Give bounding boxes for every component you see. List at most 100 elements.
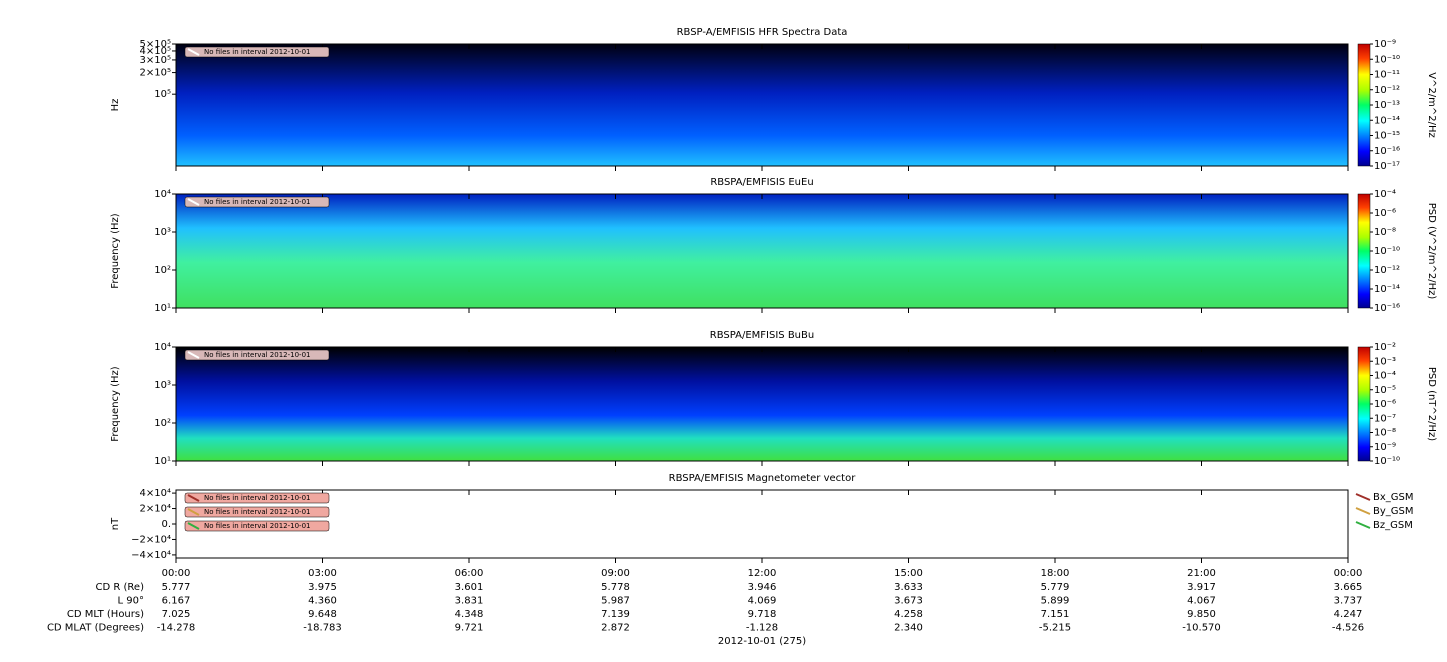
notice-icon [187, 508, 200, 516]
ephemeris-value: 2.872 [601, 623, 630, 634]
ephemeris-value: 3.633 [894, 582, 923, 593]
ephemeris-value: 3.975 [308, 582, 337, 593]
legend-label: Bz_GSM [1373, 520, 1413, 531]
y-tick-label: −2×10⁴ [131, 534, 171, 545]
colorbar-tick-label: 10⁻¹⁶ [1374, 303, 1400, 314]
ephemeris-value: 6.167 [162, 596, 191, 607]
colorbar-tick-label: 10⁻¹³ [1374, 100, 1400, 111]
colorbar-tick-label: 10⁻⁹ [1374, 39, 1396, 50]
colorbar-tick-label: 10⁻⁴ [1374, 371, 1396, 382]
notice-icon [187, 494, 200, 502]
ephemeris-value: -14.278 [157, 623, 196, 634]
y-tick-label: 10³ [154, 227, 171, 238]
y-tick-label: 10³ [154, 380, 171, 391]
y-tick-label: 4×10⁴ [140, 488, 171, 499]
ephemeris-value: 7.151 [1041, 609, 1070, 620]
ephemeris-value: 3.665 [1334, 582, 1363, 593]
ephemeris-value: 3.601 [455, 582, 484, 593]
ephemeris-value: 3.946 [748, 582, 777, 593]
ephemeris-value: 4.348 [455, 609, 484, 620]
ephemeris-label: L 90° [118, 596, 144, 607]
panel-title: RBSPA/EMFISIS EuEu [710, 177, 813, 188]
y-axis-label: Frequency (Hz) [110, 366, 121, 442]
colorbar-tick-label: 10⁻¹¹ [1374, 70, 1400, 81]
colorbar [1357, 346, 1371, 462]
ephemeris-value: 7.025 [162, 609, 191, 620]
panel-title: RBSP-A/EMFISIS HFR Spectra Data [677, 27, 848, 38]
ephemeris-value: 3.673 [894, 596, 923, 607]
legend-swatch [1355, 507, 1371, 515]
colorbar-tick-label: 10⁻¹⁰ [1374, 54, 1400, 65]
colorbar-tick-label: 10⁻⁸ [1374, 428, 1396, 439]
ephemeris-label: CD MLAT (Degrees) [47, 623, 144, 634]
colorbar-tick-label: 10⁻² [1374, 342, 1396, 353]
colorbar [1357, 193, 1371, 309]
notice-text: No files in interval 2012-10-01 [204, 198, 310, 206]
notice-box [184, 196, 330, 208]
colorbar-tick-label: 10⁻⁴ [1374, 189, 1396, 200]
ephemeris-value: 3.737 [1334, 596, 1363, 607]
ephemeris-value: -10.570 [1182, 623, 1221, 634]
x-axis-label: 2012-10-01 (275) [718, 636, 806, 647]
y-tick-label: 10⁴ [154, 189, 171, 200]
colorbar [1357, 43, 1371, 167]
spectrogram-image [176, 44, 1348, 166]
colorbar-tick-label: 10⁻⁹ [1374, 442, 1396, 453]
ephemeris-label: CD R (Re) [96, 582, 145, 593]
colorbar-tick-label: 10⁻¹⁶ [1374, 146, 1400, 157]
notice-box [184, 492, 330, 504]
ephemeris-value: 4.360 [308, 596, 337, 607]
y-tick-label: −4×10⁴ [131, 550, 171, 561]
y-tick-label: 10² [154, 265, 171, 276]
x-tick-label: 00:00 [1334, 568, 1363, 579]
ephemeris-value: 5.778 [601, 582, 630, 593]
y-axis-label: Hz [110, 99, 121, 112]
colorbar-tick-label: 10⁻³ [1374, 356, 1396, 367]
x-tick-label: 00:00 [162, 568, 191, 579]
x-tick-label: 03:00 [308, 568, 337, 579]
legend-label: Bx_GSM [1373, 492, 1414, 503]
spectrogram-image [176, 347, 1348, 461]
legend-swatch [1355, 493, 1371, 501]
colorbar-tick-label: 10⁻¹⁵ [1374, 131, 1400, 142]
ephemeris-value: 4.069 [748, 596, 777, 607]
notice-box [184, 349, 330, 361]
y-axis-label: Frequency (Hz) [110, 213, 121, 289]
x-tick-label: 21:00 [1187, 568, 1216, 579]
colorbar-tick-label: 10⁻⁶ [1374, 399, 1396, 410]
y-tick-label: 0. [161, 519, 171, 530]
notice-text: No files in interval 2012-10-01 [204, 48, 310, 56]
colorbar-tick-label: 10⁻¹² [1374, 265, 1400, 276]
panel-title: RBSPA/EMFISIS Magnetometer vector [669, 473, 857, 484]
colorbar-tick-label: 10⁻¹² [1374, 85, 1400, 96]
x-tick-label: 12:00 [748, 568, 777, 579]
ephemeris-value: 3.831 [455, 596, 484, 607]
notice-text: No files in interval 2012-10-01 [204, 508, 310, 516]
y-tick-label: 4×10⁵ [140, 46, 171, 57]
ephemeris-value: 7.139 [601, 609, 630, 620]
plot-area [176, 490, 1348, 558]
y-tick-label: 10⁴ [154, 342, 171, 353]
y-tick-label: 10¹ [154, 303, 171, 314]
notice-text: No files in interval 2012-10-01 [204, 522, 310, 530]
y-tick-label: 5×10⁵ [140, 39, 171, 50]
notice-icon [187, 522, 200, 530]
x-tick-label: 09:00 [601, 568, 630, 579]
ephemeris-value: 4.247 [1334, 609, 1363, 620]
y-tick-label: 10² [154, 418, 171, 429]
notice-icon [187, 351, 200, 359]
ephemeris-value: 5.779 [1041, 582, 1070, 593]
colorbar-label: PSD (V^2/m^2/Hz) [1426, 203, 1437, 300]
colorbar-tick-label: 10⁻⁶ [1374, 208, 1396, 219]
y-tick-label: 2×10⁵ [140, 68, 171, 79]
colorbar-label: PSD (nT^2/Hz) [1426, 367, 1437, 441]
ephemeris-value: -4.526 [1332, 623, 1364, 634]
notice-text: No files in interval 2012-10-01 [204, 351, 310, 359]
x-tick-label: 15:00 [894, 568, 923, 579]
y-tick-label: 2×10⁴ [140, 504, 171, 515]
notice-box [184, 520, 330, 532]
spectrogram-image [176, 194, 1348, 308]
ephemeris-value: -1.128 [746, 623, 778, 634]
y-tick-label: 10⁵ [154, 89, 171, 100]
y-tick-label: 10¹ [154, 456, 171, 467]
